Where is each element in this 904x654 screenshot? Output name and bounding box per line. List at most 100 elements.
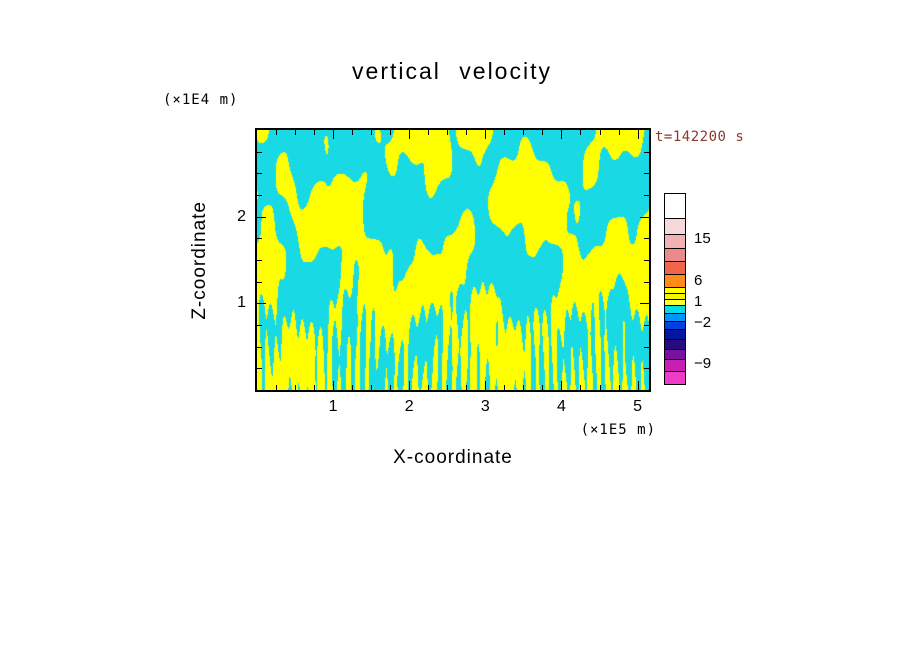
- colorbar-segment: [665, 293, 685, 299]
- axis-tick: [295, 385, 296, 390]
- axis-tick: [257, 303, 266, 304]
- colorbar-segment: [665, 349, 685, 359]
- y-tick-label: 2: [237, 207, 246, 225]
- colorbar-tick-label: 1: [694, 293, 703, 310]
- axis-tick: [409, 130, 410, 139]
- axis-tick: [485, 381, 486, 390]
- x-tick-label: 5: [633, 398, 643, 415]
- colorbar-segment: [665, 248, 685, 261]
- axis-tick: [371, 385, 372, 390]
- chart-title: vertical velocity: [352, 58, 552, 84]
- x-tick-labels: 1 2 3 4 5: [257, 398, 649, 418]
- axis-tick: [276, 130, 277, 135]
- axis-tick: [580, 385, 581, 390]
- axis-tick: [257, 325, 262, 326]
- colorbar-tick-label: 15: [694, 230, 711, 247]
- axis-tick: [257, 238, 262, 239]
- axis-tick: [352, 385, 353, 390]
- axis-tick: [390, 130, 391, 135]
- colorbar-segment: [665, 371, 685, 384]
- axis-tick: [371, 130, 372, 135]
- axis-tick: [466, 130, 467, 135]
- axis-tick: [257, 260, 262, 261]
- colorbar-segment: [665, 329, 685, 339]
- axis-tick: [447, 385, 448, 390]
- axis-tick: [638, 130, 639, 139]
- axis-tick: [504, 130, 505, 135]
- axis-tick: [644, 325, 649, 326]
- axis-tick: [561, 130, 562, 139]
- axis-tick: [428, 385, 429, 390]
- axis-tick: [640, 217, 649, 218]
- axis-tick: [276, 385, 277, 390]
- x-axis-title: X-coordinate: [393, 447, 513, 468]
- axis-tick: [523, 130, 524, 135]
- axis-tick: [644, 282, 649, 283]
- colorbar-tick-label: −9: [694, 355, 712, 372]
- axis-tick: [466, 385, 467, 390]
- x-tick-label: 4: [557, 398, 566, 415]
- y-axis-unit-label: (×1E4 m): [163, 92, 239, 108]
- axis-tick: [561, 381, 562, 390]
- axis-tick: [619, 385, 620, 390]
- axis-tick: [644, 195, 649, 196]
- colorbar-segment: [665, 218, 685, 234]
- axis-tick: [257, 195, 262, 196]
- axis-tick: [644, 152, 649, 153]
- colorbar-tick-label: −2: [694, 314, 712, 331]
- axis-tick: [257, 152, 262, 153]
- y-axis-title-wrap: Z-coordinate: [186, 128, 214, 392]
- axis-tick: [257, 173, 262, 174]
- axis-tick: [257, 217, 266, 218]
- y-axis-title: Z-coordinate: [189, 200, 210, 320]
- axis-tick: [485, 130, 486, 139]
- axis-tick: [542, 130, 543, 135]
- axis-tick: [352, 130, 353, 135]
- axis-tick: [640, 303, 649, 304]
- axis-tick: [542, 385, 543, 390]
- colorbar-tick-label: 6: [694, 272, 703, 289]
- axis-tick: [523, 385, 524, 390]
- axis-tick: [409, 381, 410, 390]
- y-tick-label: 1: [237, 294, 246, 312]
- colorbar-segment: [665, 339, 685, 349]
- axis-tick: [644, 173, 649, 174]
- axis-tick: [504, 385, 505, 390]
- colorbar: [664, 193, 686, 385]
- velocity-field-heatmap: [257, 130, 649, 390]
- axis-tick: [600, 385, 601, 390]
- axis-tick: [580, 130, 581, 135]
- axis-tick: [644, 347, 649, 348]
- colorbar-segment: [665, 234, 685, 248]
- colorbar-segment: [665, 194, 685, 218]
- colorbar-segment: [665, 359, 685, 371]
- axis-tick: [295, 130, 296, 135]
- x-tick-label: 1: [328, 398, 338, 415]
- axis-tick: [333, 130, 334, 139]
- axis-tick: [638, 381, 639, 390]
- axis-tick: [314, 130, 315, 135]
- axis-tick: [333, 381, 334, 390]
- colorbar-segment: [665, 261, 685, 274]
- colorbar-segment: [665, 274, 685, 287]
- axis-tick: [390, 385, 391, 390]
- colorbar-segment: [665, 305, 685, 313]
- axis-tick: [644, 368, 649, 369]
- x-tick-label: 3: [480, 398, 490, 415]
- plot-area: [255, 128, 651, 392]
- axis-tick: [600, 130, 601, 135]
- colorbar-segment: [665, 313, 685, 321]
- colorbar-labels: 15 6 1 −2 −9: [694, 193, 738, 385]
- axis-tick: [644, 260, 649, 261]
- axis-tick: [257, 368, 262, 369]
- axis-tick: [644, 238, 649, 239]
- x-axis-unit-label: (×1E5 m): [580, 422, 656, 438]
- time-annotation: t=142200 s: [655, 129, 745, 145]
- axis-tick: [257, 347, 262, 348]
- colorbar-segment: [665, 299, 685, 305]
- colorbar-segment: [665, 321, 685, 329]
- axis-tick: [428, 130, 429, 135]
- axis-tick: [314, 385, 315, 390]
